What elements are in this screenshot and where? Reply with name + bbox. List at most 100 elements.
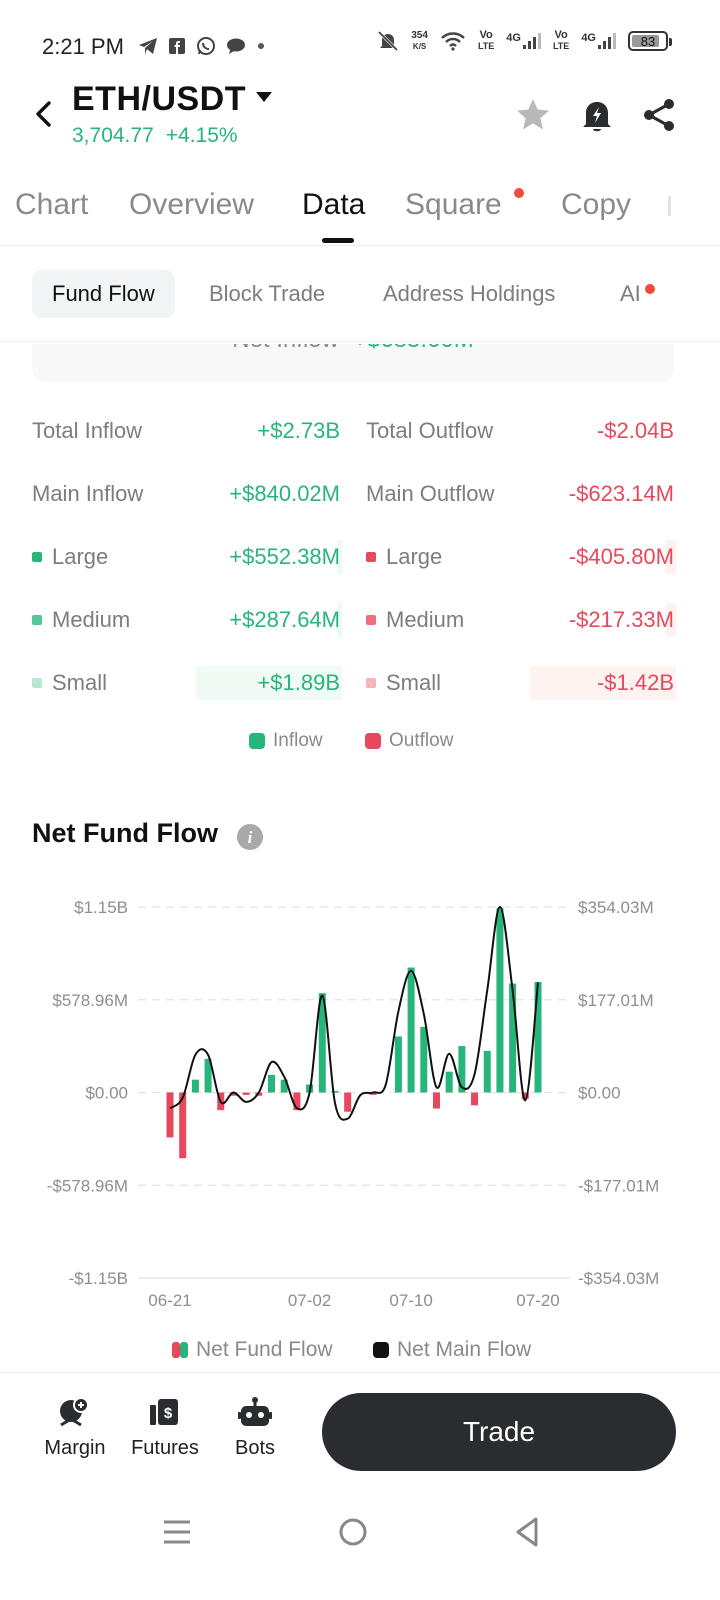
info-icon[interactable]: i [236, 823, 264, 851]
futures-icon: $ [150, 1399, 178, 1425]
flow-bar [196, 666, 342, 700]
flow-label: Main Inflow [32, 481, 144, 506]
legend-net-fund-flow[interactable]: Net Fund Flow [172, 1338, 333, 1362]
flow-label-large-out: Large [366, 544, 442, 570]
status-time: 2:21 PM [42, 34, 124, 59]
tab-data[interactable]: Data [302, 188, 366, 221]
subtab-address-holdings[interactable]: Address Holdings [383, 281, 556, 306]
recent-apps-icon[interactable] [157, 1512, 197, 1552]
pair-title[interactable]: ETH/USDT [72, 80, 246, 118]
net-fund-flow-bar [179, 1092, 187, 1159]
square-notification-dot [514, 188, 524, 198]
signal-1: 4G [506, 33, 541, 49]
status-bar: 2:21 PM 354 K/S Vo LTE 4G Vo LTE 4G 83 [0, 0, 720, 80]
chat-icon [227, 38, 245, 54]
flow-value: -$1.42B [596, 670, 674, 695]
back-nav-icon[interactable] [508, 1512, 548, 1552]
y-left-tick-label: $0.00 [85, 1084, 128, 1103]
wifi-icon [441, 32, 465, 51]
net-fund-flow-bar [204, 1058, 212, 1093]
speed-unit: K/S [412, 42, 427, 51]
subtab-fund-flow[interactable]: Fund Flow [32, 270, 175, 318]
whatsapp-icon [197, 37, 215, 55]
flow-value: +$840.02M [229, 481, 340, 506]
header: ETH/USDT 3,704.77 +4.15% [0, 80, 720, 160]
y-right-tick-label: $354.03M [578, 898, 654, 917]
flow-label-medium-out: Medium [366, 607, 464, 633]
bots-button[interactable]: Bots [210, 1395, 300, 1460]
net-fund-flow-bar [496, 908, 504, 1093]
battery-fill [632, 35, 659, 47]
legend-net-main-flow[interactable]: Net Main Flow [373, 1338, 531, 1362]
flow-value: +$1.89B [257, 670, 340, 695]
net-inflow-card: Net Inflow +$685.60M [32, 344, 674, 382]
volte-1: Vo LTE [477, 29, 495, 52]
share-icon[interactable] [640, 96, 678, 134]
net-fund-flow-bar [191, 1079, 199, 1093]
y-right-tick-label: -$354.03M [578, 1269, 659, 1288]
ai-notification-dot [645, 284, 655, 294]
flow-row-large: Large +$552.38M Large -$405.80M [0, 540, 720, 576]
flow-label-small-out: Small [366, 670, 441, 696]
tab-chart[interactable]: Chart [15, 188, 89, 221]
telegram-icon [139, 38, 157, 54]
network-speed: 354 K/S [411, 30, 428, 52]
legend-outflow[interactable]: Outflow [365, 730, 453, 752]
price-alert-bell-icon[interactable] [578, 96, 616, 134]
tab-overview[interactable]: Overview [129, 188, 255, 221]
net-fund-flow-bar [445, 1071, 453, 1093]
flow-bar [666, 540, 676, 574]
y-left-tick-label: -$1.15B [68, 1269, 128, 1288]
legend-inflow[interactable]: Inflow [249, 730, 323, 752]
status-right: 354 K/S Vo LTE 4G Vo LTE 4G 83 [377, 29, 672, 52]
main-tabs: Chart Overview Data Square Copy [0, 180, 720, 246]
flow-label-small-in: Small [32, 670, 107, 696]
net-inflow-value: +$685.60M [353, 344, 474, 353]
data-subtabs: Fund Flow Block Trade Address Holdings A… [0, 262, 720, 342]
net-fund-flow-bar [369, 1092, 377, 1095]
subtab-block-trade[interactable]: Block Trade [209, 281, 326, 306]
net-fund-flow-bar [344, 1092, 352, 1112]
futures-button[interactable]: $ Futures [120, 1395, 210, 1460]
net-fund-flow-title: Net Fund Flow [32, 818, 218, 848]
net-fund-flow-bar [432, 1092, 440, 1109]
active-tab-indicator [322, 238, 354, 243]
flow-row-total: Total Inflow +$2.73B Total Outflow -$2.0… [0, 414, 720, 450]
net-fund-flow-bar [331, 1090, 339, 1093]
battery-level: 83 [640, 33, 656, 49]
flow-legend: Inflow Outflow [0, 730, 720, 758]
net-fund-flow-bar [229, 1092, 237, 1096]
flow-value: -$405.80M [568, 544, 674, 569]
margin-button[interactable]: Margin [30, 1395, 120, 1460]
back-arrow-icon[interactable] [28, 98, 60, 130]
net-fund-flow-bar [483, 1050, 491, 1093]
signal-bars-1-icon [522, 33, 541, 49]
tab-square[interactable]: Square [405, 188, 502, 221]
pair-dropdown-icon[interactable] [256, 92, 272, 102]
favorite-star-icon[interactable] [514, 96, 552, 134]
signal-2: 4G [581, 33, 616, 49]
volte-2: Vo LTE [552, 29, 570, 52]
net-fund-flow-bar [293, 1092, 301, 1111]
notification-icons [138, 36, 266, 56]
x-tick-label: 07-10 [389, 1291, 432, 1310]
svg-text:i: i [248, 828, 253, 847]
small-outflow-swatch [366, 678, 376, 688]
flow-row-small: Small +$1.89B Small -$1.42B [0, 666, 720, 702]
tab-copy[interactable]: Copy [561, 188, 632, 221]
more-dot-icon [258, 43, 264, 49]
flow-bar [337, 603, 342, 637]
subtab-ai[interactable]: AI [620, 281, 641, 306]
flow-label-medium-in: Medium [32, 607, 130, 633]
net-fund-flow-bar [394, 1036, 402, 1093]
home-icon[interactable] [333, 1512, 373, 1552]
flow-value: -$623.14M [568, 481, 674, 506]
mute-bell-icon [378, 30, 399, 52]
small-inflow-swatch [32, 678, 42, 688]
net-fund-flow-chart: $1.15B $354.03M $578.96M $177.01M $0.00 $0.00… [47, 898, 660, 1310]
net-fund-flow-bar [471, 1092, 479, 1106]
flow-value: +$552.38M [229, 544, 340, 569]
large-inflow-swatch [32, 552, 42, 562]
flow-value: -$2.04B [596, 418, 674, 443]
trade-button[interactable]: Trade [322, 1393, 676, 1471]
